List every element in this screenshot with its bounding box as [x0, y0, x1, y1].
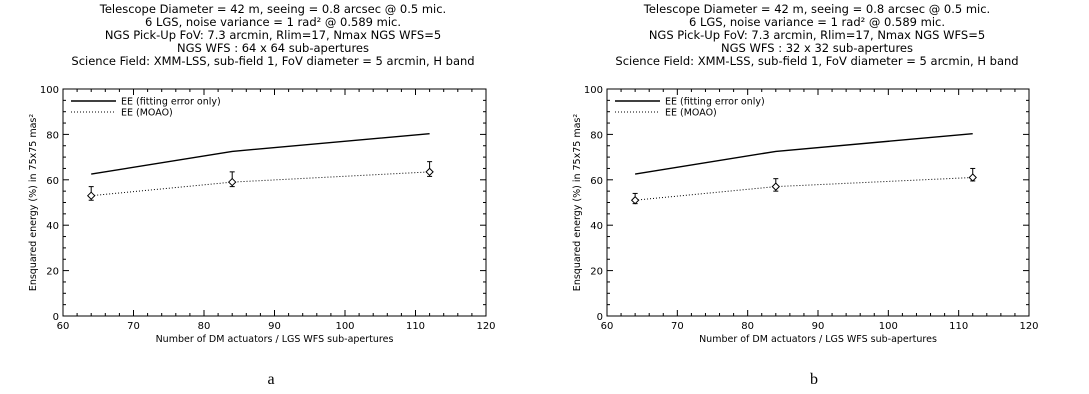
data-point-marker — [630, 196, 640, 205]
y-tick-label: 60 — [46, 176, 59, 187]
series-line-fitting-error — [91, 133, 430, 175]
chart-panel-a: Telescope Diameter = 42 m, seeing = 0.8 … — [28, 2, 496, 388]
x-tick-label: 60 — [57, 321, 70, 332]
chart-panel-b: Telescope Diameter = 42 m, seeing = 0.8 … — [572, 2, 1039, 388]
data-point-marker — [425, 167, 434, 177]
x-tick-label: 60 — [601, 321, 614, 332]
x-tick-label: 70 — [671, 321, 684, 332]
chart-title-line: Telescope Diameter = 42 m, seeing = 0.8 … — [643, 2, 990, 16]
y-tick-label: 80 — [590, 130, 603, 141]
x-tick-label: 100 — [879, 321, 898, 332]
chart-title-line: NGS WFS : 32 x 32 sub-apertures — [721, 41, 913, 55]
y-tick-label: 0 — [53, 312, 59, 323]
x-tick-label: 110 — [949, 321, 968, 332]
y-tick-label: 80 — [46, 130, 59, 141]
y-tick-label: 40 — [46, 221, 59, 232]
legend-label: EE (MOAO) — [665, 108, 717, 119]
series-line-fitting-error — [634, 133, 973, 175]
y-tick-label: 20 — [46, 267, 59, 278]
x-axis-label: Number of DM actuators / LGS WFS sub-ape… — [699, 334, 937, 345]
y-tick-label: 100 — [40, 85, 59, 96]
y-tick-label: 40 — [590, 221, 603, 232]
data-point-marker — [86, 191, 96, 200]
data-point-marker — [771, 182, 781, 191]
x-tick-label: 80 — [741, 321, 754, 332]
series-line-moao — [635, 177, 973, 201]
chart-title-line: NGS Pick-Up FoV: 7.3 arcmin, Rlim=17, Nm… — [649, 28, 985, 42]
series-line-moao — [91, 171, 430, 197]
x-tick-label: 100 — [335, 321, 354, 332]
x-tick-label: 70 — [127, 321, 140, 332]
panel-label: a — [267, 371, 274, 388]
x-tick-label: 80 — [198, 321, 211, 332]
plot-frame — [62, 88, 487, 317]
x-tick-label: 90 — [268, 321, 281, 332]
chart-title-line: 6 LGS, noise variance = 1 rad² @ 0.589 m… — [689, 15, 945, 29]
y-axis-label: Ensquared energy (%) in 75x75 mas² — [572, 114, 583, 292]
chart-title-line: Science Field: XMM-LSS, sub-field 1, FoV… — [615, 54, 1018, 68]
panel-label: b — [810, 371, 818, 388]
chart-title-line: NGS Pick-Up FoV: 7.3 arcmin, Rlim=17, Nm… — [105, 28, 441, 42]
y-axis-label: Ensquared energy (%) in 75x75 mas² — [28, 114, 39, 292]
data-point-marker — [968, 173, 977, 182]
legend-label: EE (MOAO) — [121, 108, 173, 119]
x-axis-label: Number of DM actuators / LGS WFS sub-ape… — [156, 334, 394, 345]
y-tick-label: 20 — [590, 267, 603, 278]
legend-label: EE (fitting error only) — [121, 97, 221, 108]
data-point-marker — [227, 177, 237, 187]
chart-title-line: 6 LGS, noise variance = 1 rad² @ 0.589 m… — [145, 15, 401, 29]
x-tick-label: 90 — [812, 321, 825, 332]
y-tick-label: 60 — [590, 176, 603, 187]
x-tick-label: 120 — [1019, 321, 1038, 332]
y-tick-label: 100 — [584, 85, 603, 96]
chart-title-line: NGS WFS : 64 x 64 sub-apertures — [177, 41, 369, 55]
legend-label: EE (fitting error only) — [665, 97, 765, 108]
chart-title-line: Telescope Diameter = 42 m, seeing = 0.8 … — [99, 2, 446, 16]
x-tick-label: 110 — [406, 321, 425, 332]
plot-frame — [606, 88, 1030, 317]
y-tick-label: 0 — [597, 312, 603, 323]
chart-title-line: Science Field: XMM-LSS, sub-field 1, FoV… — [71, 54, 474, 68]
x-tick-label: 120 — [476, 321, 495, 332]
